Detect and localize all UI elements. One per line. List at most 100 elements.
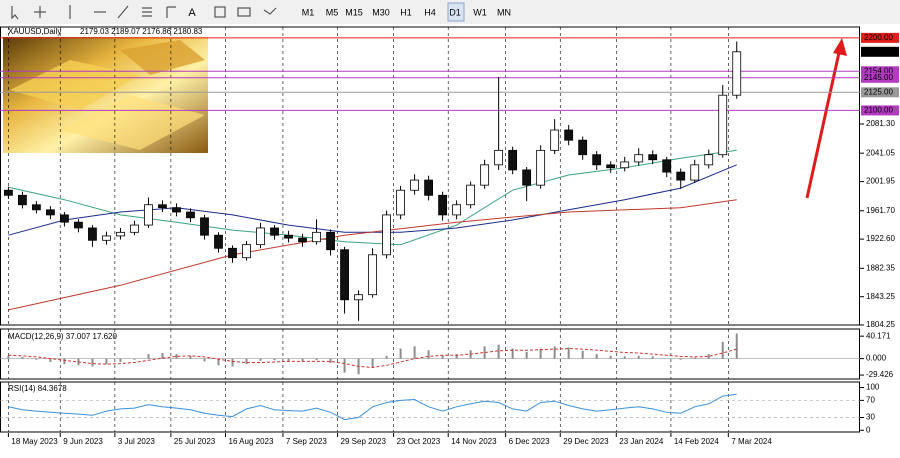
y-tick-label: 100	[866, 383, 880, 392]
macd-bar	[273, 358, 276, 361]
macd-bar	[399, 348, 402, 359]
y-tick-label: 1882.35	[866, 263, 895, 272]
moving-average	[8, 199, 737, 311]
candle-body	[424, 179, 433, 196]
candle-body	[32, 204, 41, 211]
macd-bar	[525, 351, 528, 359]
timeframe-button[interactable]: M1	[302, 7, 315, 17]
macd-bar	[581, 350, 584, 359]
candle-body	[634, 154, 644, 163]
macd-bar	[119, 358, 122, 362]
candle-body	[172, 207, 181, 213]
candle-body	[144, 204, 153, 226]
timeframe-button[interactable]: W1	[473, 7, 487, 17]
candle-body	[354, 294, 363, 301]
pane-frame	[0, 26, 860, 326]
y-tick-label: 1843.25	[866, 292, 895, 301]
macd-bar	[553, 346, 556, 359]
y-tick-label: 40.171	[866, 331, 891, 340]
candle-body	[494, 149, 504, 166]
candle-body	[606, 164, 616, 169]
candle-body	[410, 179, 419, 191]
price-level-label: 2125.00	[864, 87, 893, 96]
candle-body	[74, 221, 83, 229]
timeframe-button[interactable]: M30	[372, 7, 390, 17]
y-tick-label: 0	[866, 425, 871, 434]
pane-frame	[0, 328, 860, 380]
price-level-tag	[861, 87, 899, 98]
candle-body	[578, 139, 588, 156]
candle-body	[690, 164, 700, 181]
macd-bar	[175, 354, 178, 359]
macd-bar	[343, 358, 346, 373]
toolbar-icons: A	[11, 5, 277, 20]
macd-bar	[203, 358, 206, 362]
candle-body	[228, 247, 237, 259]
macd-bar	[595, 354, 598, 359]
price-level-tag	[861, 72, 899, 83]
candle-body	[620, 161, 630, 169]
macd-bar	[693, 357, 696, 359]
candle-body	[158, 204, 167, 209]
candle-body	[396, 189, 405, 216]
y-tick-label: 70	[866, 395, 875, 404]
trend-arrow	[805, 38, 847, 199]
macd-bar	[721, 341, 724, 359]
macd-bar	[735, 333, 738, 359]
x-tick-label: 6 Dec 2023	[509, 437, 550, 446]
candle-body	[130, 224, 139, 233]
candle-body	[46, 209, 55, 216]
macd-bar	[427, 350, 430, 359]
macd-bar	[483, 346, 486, 359]
timeframe-button[interactable]: M15	[345, 7, 363, 17]
timeframe-button[interactable]: D1	[449, 7, 461, 17]
macd-bar	[147, 354, 150, 359]
y-tick-label: 2081.30	[866, 119, 895, 128]
macd-bar	[385, 355, 388, 359]
candle-body	[312, 231, 321, 243]
y-tick-label: 1922.60	[866, 234, 895, 243]
macd-bar	[651, 356, 654, 359]
candle-body	[718, 94, 728, 156]
candle-body	[4, 189, 13, 196]
y-tick-label: 2001.95	[866, 177, 895, 186]
timeframe-button[interactable]: MN	[497, 7, 511, 17]
price-level-label: 2154.00	[864, 66, 893, 75]
macd-bar	[217, 358, 220, 366]
gold-image	[3, 37, 208, 153]
ohlc-header: 2179.03 2189.07 2176.86 2180.83	[80, 27, 203, 36]
current-price-tag	[861, 46, 899, 57]
timeframe-button[interactable]: H1	[400, 7, 412, 17]
x-tick-label: 7 Sep 2023	[286, 437, 327, 446]
candle-body	[186, 211, 195, 219]
candle-body	[732, 51, 742, 96]
macd-bar	[49, 358, 52, 362]
x-tick-label: 23 Jan 2024	[619, 437, 664, 446]
candle-body	[284, 234, 293, 239]
candle-body	[522, 169, 532, 186]
x-tick-label: 29 Dec 2023	[563, 437, 609, 446]
macd-bar	[623, 356, 626, 359]
symbol: XAUUSD,Daily	[8, 27, 61, 36]
macd-bar	[371, 358, 374, 367]
price-level-tag	[861, 105, 899, 116]
macd-bar	[91, 358, 94, 367]
candle-body	[270, 227, 279, 236]
candle-body	[368, 254, 377, 296]
candle-body	[704, 154, 714, 166]
x-tick-label: 18 May 2023	[11, 437, 58, 446]
candle-body	[480, 164, 490, 186]
candle-body	[340, 249, 349, 301]
macd-bar	[441, 355, 444, 359]
candle-body	[466, 184, 476, 206]
macd-bar	[413, 346, 416, 359]
candle-body	[88, 227, 97, 241]
x-tick-label: 23 Oct 2023	[397, 437, 441, 446]
macd-bar	[245, 358, 248, 365]
y-tick-label: 30	[866, 413, 875, 422]
macd-bar	[637, 355, 640, 359]
candle-body	[452, 204, 462, 216]
timeframe-button[interactable]: M5	[326, 7, 339, 17]
timeframe-button[interactable]: H4	[424, 7, 436, 17]
x-tick-label: 7 Mar 2024	[731, 437, 772, 446]
